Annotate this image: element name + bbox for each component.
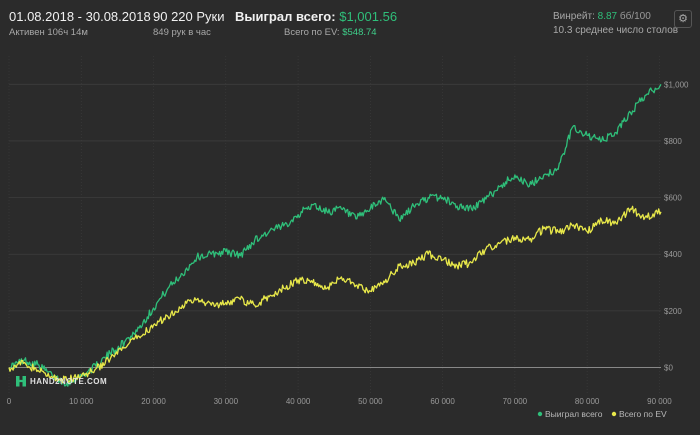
legend-marker	[537, 411, 543, 417]
winrate-unit: бб/100	[619, 11, 651, 22]
x-tick-label: 70 000	[503, 397, 528, 406]
ev-total: Всего по EV: $548.74	[235, 27, 397, 38]
won-value: $1,001.56	[339, 9, 398, 24]
series-line-won	[8, 83, 662, 387]
x-tick-label: 30 000	[214, 397, 239, 406]
y-tick-label: $200	[664, 307, 682, 316]
hand2note-logo: HAND2NOTE.COM	[16, 375, 107, 387]
ev-value: $548.74	[342, 27, 377, 38]
winnings-chart: $0 $200 $400 $600 $800 $1,000 0 10 000 20 000 30 …	[7, 56, 689, 419]
won-total: Выиграл всего: $1,001.56	[235, 9, 397, 24]
x-tick-label: 0	[7, 397, 12, 406]
x-tick-label: 50 000	[358, 397, 383, 406]
legend-label: Всего по EV	[619, 409, 667, 419]
series-line-ev	[8, 205, 662, 384]
winrate-label: Винрейт:	[553, 11, 595, 22]
gear-icon[interactable]: ⚙	[674, 10, 692, 28]
legend-label: Выиграл всего	[545, 409, 603, 419]
winrate-block: Винрейт: 8.87 бб/100 10.3 среднее число …	[553, 11, 678, 36]
x-tick-label: 60 000	[430, 397, 455, 406]
winrate: Винрейт: 8.87 бб/100	[553, 11, 678, 22]
y-tick-label: $0	[664, 364, 673, 373]
y-tick-label: $400	[664, 250, 682, 259]
winrate-value: 8.87	[597, 11, 618, 22]
hands-per-hour: 849 рук в час	[153, 27, 211, 38]
period-text[interactable]: 01.08.2018 - 30.08.2018	[9, 9, 151, 24]
logo-text: HAND2NOTE.COM	[30, 376, 108, 386]
hand2note-logo-icon	[16, 375, 26, 387]
y-tick-label: $800	[664, 137, 682, 146]
hands-block: 90 220 Руки 849 рук в час	[153, 9, 225, 38]
avg-tables: 10.3 среднее число столов	[553, 25, 679, 36]
ev-label: Всего по EV:	[284, 27, 340, 38]
winnings-block: Выиграл всего: $1,001.56 Всего по EV: $5…	[235, 9, 397, 38]
summary-header: 01.08.2018 - 30.08.2018 Активен 106ч 14м…	[0, 0, 700, 56]
x-tick-label: 10 000	[69, 397, 94, 406]
y-tick-label: $1,000	[664, 80, 689, 89]
legend-marker	[611, 411, 617, 417]
hands-count: 90 220 Руки	[153, 9, 225, 24]
x-tick-label: 90 000	[647, 397, 672, 406]
x-tick-label: 20 000	[141, 397, 166, 406]
x-tick-label: 40 000	[286, 397, 311, 406]
period-block: 01.08.2018 - 30.08.2018 Активен 106ч 14м	[9, 9, 151, 38]
x-tick-label: 80 000	[575, 397, 600, 406]
active-time-text: Активен 106ч 14м	[9, 27, 88, 38]
y-tick-label: $600	[664, 194, 682, 203]
won-label: Выиграл всего:	[235, 9, 336, 24]
